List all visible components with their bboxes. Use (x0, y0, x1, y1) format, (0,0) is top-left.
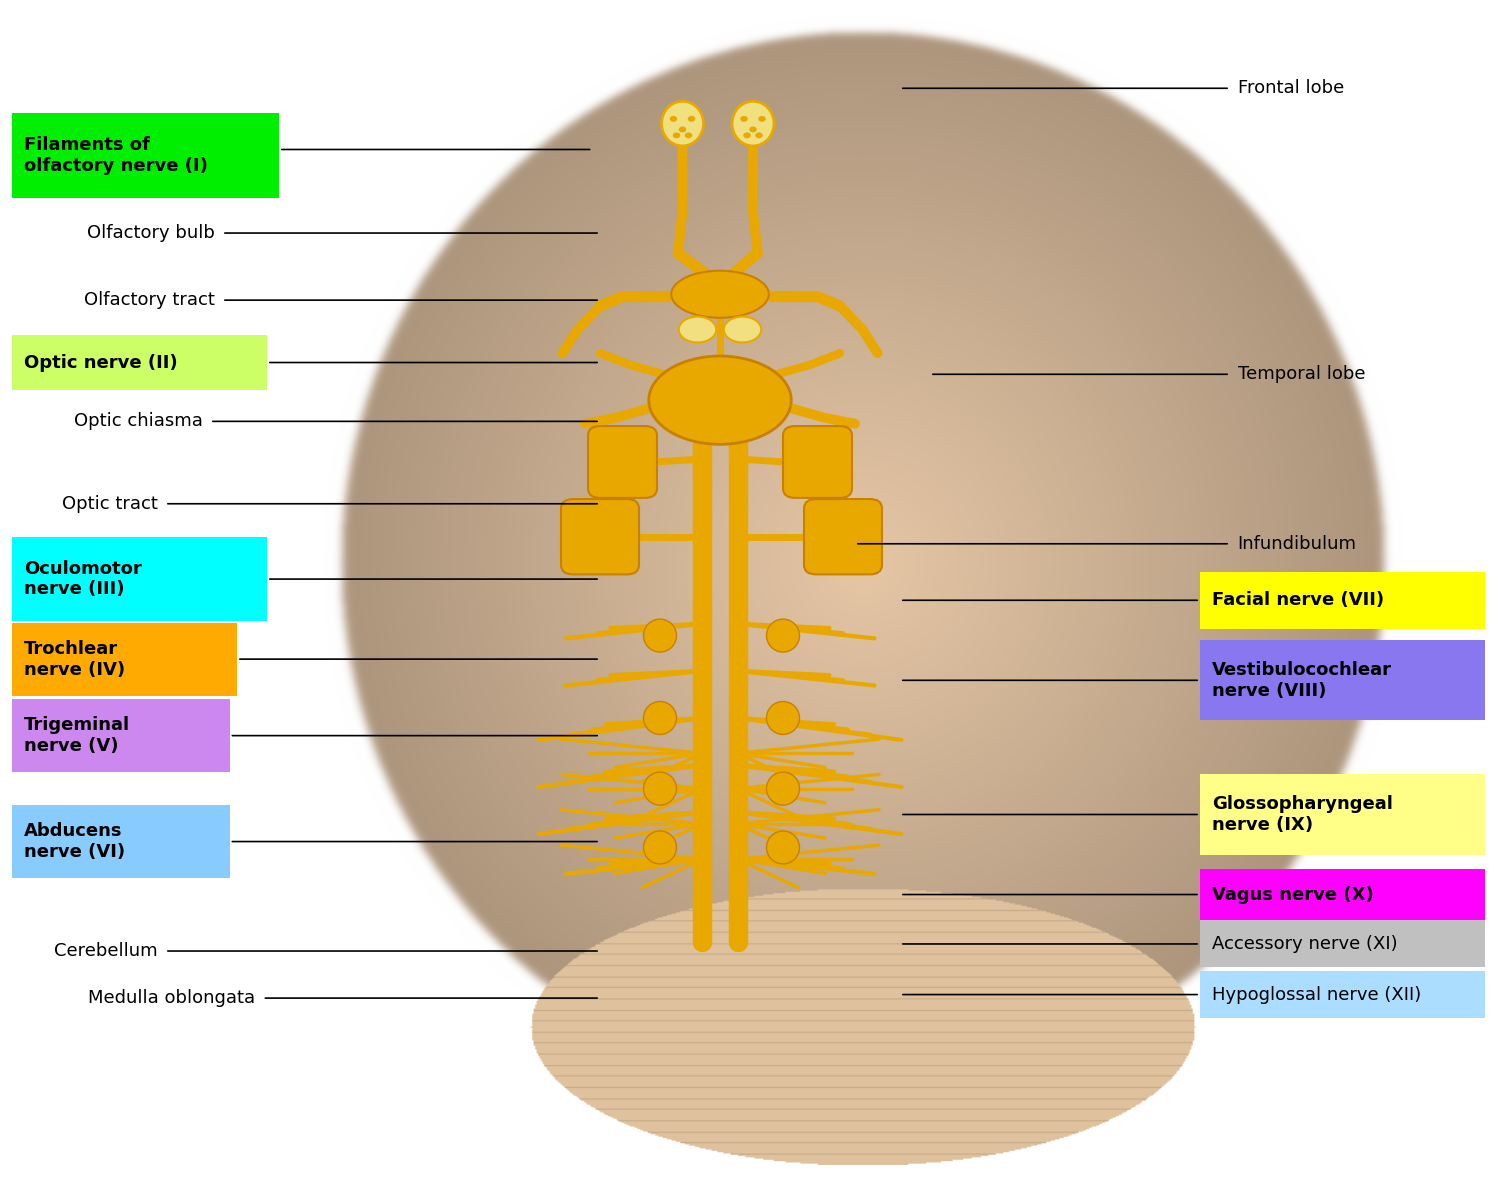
FancyBboxPatch shape (804, 499, 882, 574)
Text: Optic nerve (II): Optic nerve (II) (24, 353, 177, 372)
Text: Infundibulum: Infundibulum (1238, 534, 1356, 553)
Text: Trochlear
nerve (IV): Trochlear nerve (IV) (24, 640, 124, 678)
FancyBboxPatch shape (12, 623, 237, 696)
Text: Medulla oblongata: Medulla oblongata (88, 989, 255, 1008)
Ellipse shape (754, 132, 762, 139)
Ellipse shape (644, 772, 676, 805)
Ellipse shape (766, 772, 800, 805)
Text: Filaments of
olfactory nerve (I): Filaments of olfactory nerve (I) (24, 137, 209, 174)
Text: Temporal lobe: Temporal lobe (1238, 365, 1365, 384)
Ellipse shape (644, 701, 676, 734)
FancyBboxPatch shape (783, 426, 852, 498)
Ellipse shape (672, 271, 768, 318)
Ellipse shape (687, 115, 694, 122)
Text: Accessory nerve (XI): Accessory nerve (XI) (1212, 935, 1398, 953)
Ellipse shape (723, 317, 760, 343)
Ellipse shape (662, 101, 704, 146)
Text: Optic tract: Optic tract (62, 494, 158, 513)
Ellipse shape (741, 115, 747, 122)
FancyBboxPatch shape (1200, 971, 1485, 1018)
Ellipse shape (758, 115, 765, 122)
Ellipse shape (672, 132, 680, 139)
Ellipse shape (766, 619, 800, 652)
FancyBboxPatch shape (1200, 920, 1485, 967)
Text: Frontal lobe: Frontal lobe (1238, 79, 1344, 98)
Text: Olfactory bulb: Olfactory bulb (87, 224, 214, 242)
FancyBboxPatch shape (561, 499, 639, 574)
Text: Oculomotor
nerve (III): Oculomotor nerve (III) (24, 560, 141, 598)
Ellipse shape (648, 355, 792, 444)
FancyBboxPatch shape (1200, 869, 1485, 920)
FancyBboxPatch shape (12, 113, 279, 198)
Ellipse shape (678, 126, 686, 133)
Ellipse shape (684, 132, 692, 139)
Text: Abducens
nerve (VI): Abducens nerve (VI) (24, 823, 124, 860)
Ellipse shape (744, 132, 750, 139)
Ellipse shape (766, 831, 800, 864)
Ellipse shape (669, 115, 678, 122)
FancyBboxPatch shape (12, 537, 267, 621)
FancyBboxPatch shape (1200, 774, 1485, 855)
FancyBboxPatch shape (1200, 572, 1485, 629)
Text: Vestibulocochlear
nerve (VIII): Vestibulocochlear nerve (VIII) (1212, 661, 1392, 699)
FancyBboxPatch shape (588, 426, 657, 498)
FancyBboxPatch shape (12, 335, 267, 390)
Ellipse shape (644, 619, 676, 652)
Text: Facial nerve (VII): Facial nerve (VII) (1212, 591, 1384, 610)
Ellipse shape (766, 701, 800, 734)
Ellipse shape (732, 101, 774, 146)
Ellipse shape (750, 126, 756, 133)
FancyBboxPatch shape (12, 699, 229, 772)
Text: Optic chiasma: Optic chiasma (74, 412, 202, 431)
Ellipse shape (678, 317, 717, 343)
Text: Trigeminal
nerve (V): Trigeminal nerve (V) (24, 717, 130, 754)
FancyBboxPatch shape (12, 805, 229, 878)
Text: Hypoglossal nerve (XII): Hypoglossal nerve (XII) (1212, 985, 1422, 1004)
Text: Olfactory tract: Olfactory tract (84, 291, 214, 310)
Ellipse shape (644, 831, 676, 864)
Text: Vagus nerve (X): Vagus nerve (X) (1212, 885, 1374, 904)
Text: Cerebellum: Cerebellum (54, 942, 158, 960)
Text: Glossopharyngeal
nerve (IX): Glossopharyngeal nerve (IX) (1212, 796, 1394, 833)
FancyBboxPatch shape (1200, 640, 1485, 720)
